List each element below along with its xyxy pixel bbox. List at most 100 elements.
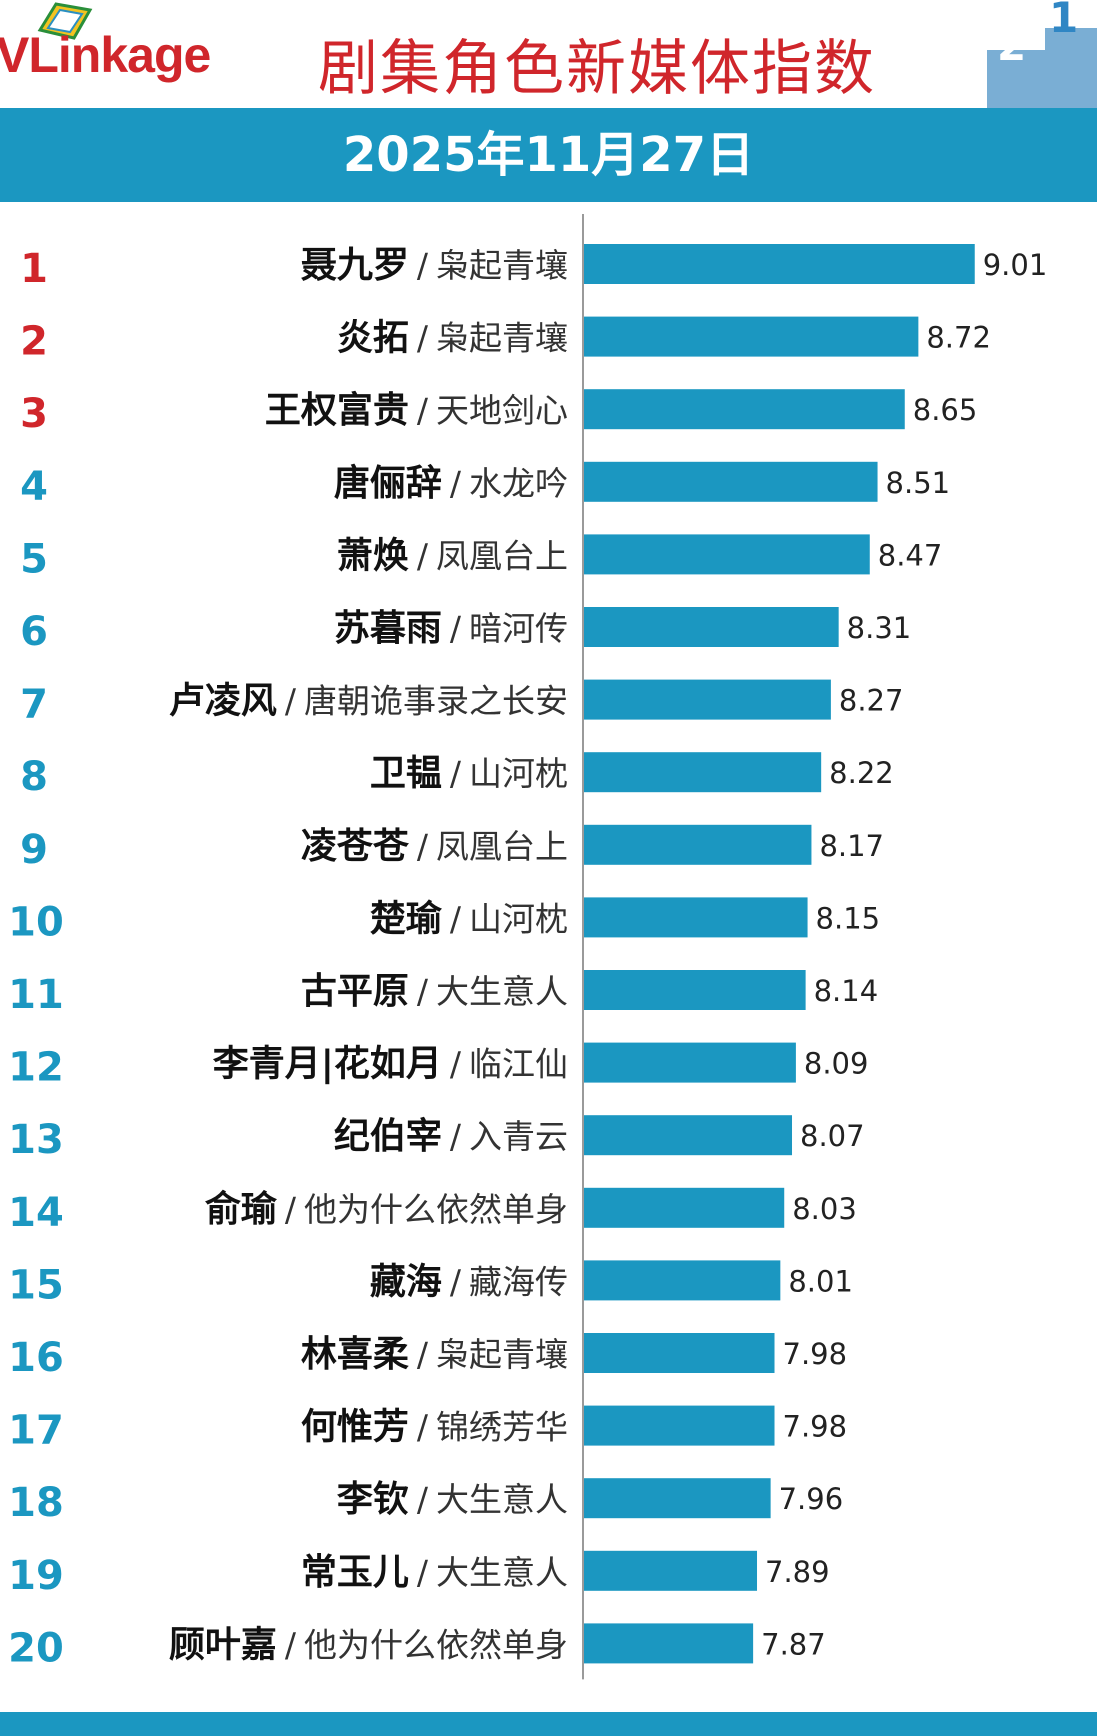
date-label: 2025年11月27日 xyxy=(342,127,755,183)
character-name: 俞瑜 xyxy=(205,1188,278,1230)
chart-row: 6 苏暮雨 / 暗河传 8.31 xyxy=(20,607,911,655)
row-label: 俞瑜 / 他为什么依然单身 xyxy=(205,1188,568,1230)
bottom-band xyxy=(0,1712,1097,1736)
show-name: 入青云 xyxy=(469,1117,568,1156)
bar xyxy=(584,679,831,720)
rank-label: 8 xyxy=(20,754,48,800)
row-label: 李钦 / 大生意人 xyxy=(337,1479,568,1520)
value-label: 8.22 xyxy=(829,756,894,790)
row-label: 卢凌风 / 唐朝诡事录之长安 xyxy=(169,681,568,722)
separator: / xyxy=(450,754,462,793)
rank-label: 7 xyxy=(20,682,48,728)
character-name: 林喜柔 xyxy=(301,1334,409,1375)
character-name: 楚瑜 xyxy=(370,898,443,939)
value-label: 8.07 xyxy=(800,1119,865,1153)
bar xyxy=(584,534,870,575)
value-label: 8.51 xyxy=(886,466,951,500)
bar xyxy=(584,244,975,284)
row-label: 王权富贵 / 天地剑心 xyxy=(265,389,568,431)
ranking-chart: 1 聂九罗 / 枭起青壤 9.012 炎拓 / 枭起青壤 8.723 王权富贵 / 天地剑心 8.654… xyxy=(8,214,1047,1680)
show-name: 山河枕 xyxy=(469,754,568,793)
bar xyxy=(584,1623,754,1664)
chart-row: 20 顾叶嘉 / 他为什么依然单身 7.87 xyxy=(8,1623,826,1671)
separator: / xyxy=(417,1480,429,1519)
character-name: 卢凌风 xyxy=(169,681,277,722)
separator: / xyxy=(450,899,462,938)
bar xyxy=(584,752,822,793)
chart-row: 17 何惟芳 / 锦绣芳华 7.98 xyxy=(8,1405,847,1454)
row-label: 楚瑜 / 山河枕 xyxy=(370,898,568,939)
rank-label: 3 xyxy=(20,391,48,437)
bar xyxy=(584,1260,781,1301)
rank-label: 6 xyxy=(20,609,48,655)
bar xyxy=(584,389,905,430)
separator: / xyxy=(285,1190,297,1229)
separator: / xyxy=(417,827,429,866)
separator: / xyxy=(417,1408,429,1447)
rank-label: 18 xyxy=(8,1480,64,1526)
value-label: 8.15 xyxy=(816,901,881,935)
row-label: 凌苍苍 / 凤凰台上 xyxy=(301,826,568,867)
character-name: 苏暮雨 xyxy=(334,608,442,649)
show-name: 枭起青壤 xyxy=(436,319,568,358)
rank-label: 5 xyxy=(20,536,48,582)
chart-row: 1 聂九罗 / 枭起青壤 9.01 xyxy=(20,244,1047,292)
bar xyxy=(584,1550,758,1591)
separator: / xyxy=(450,1262,462,1301)
bar xyxy=(584,1478,771,1519)
chart-row: 10 楚瑜 / 山河枕 8.15 xyxy=(8,897,880,945)
podium-digit-1: 1 xyxy=(1049,0,1078,42)
show-name: 枭起青壤 xyxy=(436,246,568,285)
row-label: 顾叶嘉 / 他为什么依然单身 xyxy=(169,1624,568,1665)
character-name: 炎拓 xyxy=(337,318,409,359)
row-label: 苏暮雨 / 暗河传 xyxy=(334,608,568,649)
value-label: 8.01 xyxy=(788,1264,853,1298)
character-name: 凌苍苍 xyxy=(301,826,410,867)
row-label: 古平原 / 大生意人 xyxy=(301,971,568,1012)
bar xyxy=(584,1115,793,1156)
show-name: 凤凰台上 xyxy=(436,536,568,575)
value-label: 8.31 xyxy=(847,611,912,645)
separator: / xyxy=(417,1553,429,1592)
separator: / xyxy=(417,391,429,430)
value-label: 9.01 xyxy=(983,248,1048,282)
chart-row: 11 古平原 / 大生意人 8.14 xyxy=(8,970,878,1018)
value-label: 8.27 xyxy=(839,684,904,718)
character-name: 李钦 xyxy=(337,1479,409,1520)
chart-row: 15 藏海 / 藏海传 8.01 xyxy=(8,1260,853,1308)
separator: / xyxy=(285,682,297,721)
chart-row: 18 李钦 / 大生意人 7.96 xyxy=(8,1478,843,1526)
character-name: 萧焕 xyxy=(337,535,409,576)
chart-row: 14 俞瑜 / 他为什么依然单身 8.03 xyxy=(8,1187,857,1236)
show-name: 天地剑心 xyxy=(436,391,568,430)
rank-label: 16 xyxy=(8,1335,64,1381)
rank-label: 10 xyxy=(8,899,64,945)
separator: / xyxy=(450,1117,462,1156)
rank-label: 14 xyxy=(8,1190,64,1236)
character-name: 顾叶嘉 xyxy=(169,1624,277,1665)
value-label: 7.98 xyxy=(783,1337,848,1371)
value-label: 8.72 xyxy=(926,321,991,355)
chart-row: 2 炎拓 / 枭起青壤 8.72 xyxy=(20,316,991,365)
value-label: 8.09 xyxy=(804,1047,869,1081)
character-name: 古平原 xyxy=(301,971,409,1012)
value-label: 7.96 xyxy=(779,1482,844,1516)
rank-label: 9 xyxy=(20,827,48,873)
rank-label: 17 xyxy=(8,1408,64,1454)
bar xyxy=(584,1333,775,1373)
character-name: 纪伯宰 xyxy=(334,1116,442,1157)
chart-row: 9 凌苍苍 / 凤凰台上 8.17 xyxy=(20,824,884,873)
show-name: 大生意人 xyxy=(436,1553,568,1592)
show-name: 凤凰台上 xyxy=(436,827,568,866)
chart-row: 8 卫韫 / 山河枕 8.22 xyxy=(20,752,894,800)
separator: / xyxy=(417,1335,429,1374)
chart-row: 7 卢凌风 / 唐朝诡事录之长安 8.27 xyxy=(20,679,904,728)
character-name: 李青月|花如月 xyxy=(213,1044,442,1085)
separator: / xyxy=(417,536,429,575)
bar xyxy=(584,897,808,938)
show-name: 藏海传 xyxy=(469,1262,568,1301)
show-name: 锦绣芳华 xyxy=(436,1408,568,1447)
row-label: 藏海 / 藏海传 xyxy=(370,1261,568,1302)
chart-row: 16 林喜柔 / 枭起青壤 7.98 xyxy=(8,1333,847,1381)
brand-logo: VLinkage xyxy=(0,27,211,83)
